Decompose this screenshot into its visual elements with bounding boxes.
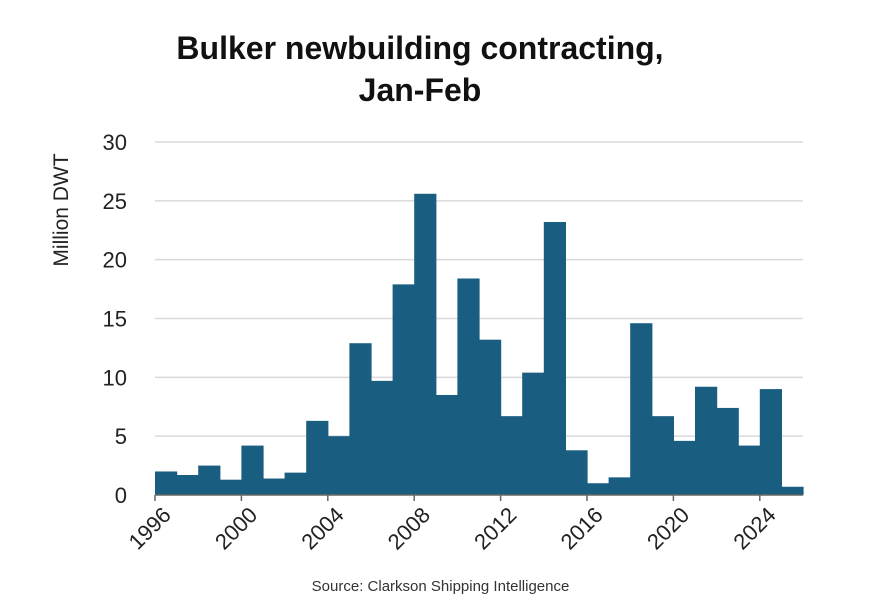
y-axis-label: Million DWT — [50, 153, 73, 266]
bar-2020 — [673, 440, 696, 495]
x-tick-label: 2000 — [210, 502, 262, 554]
bar-2023 — [738, 445, 761, 495]
bars — [155, 193, 804, 495]
bar-2008 — [414, 193, 437, 495]
bar-1999 — [219, 479, 242, 495]
x-tick-label: 2012 — [469, 502, 521, 554]
bar-2018 — [630, 323, 653, 495]
bar-2014 — [543, 222, 566, 495]
chart-title-line2: Jan-Feb — [358, 72, 482, 108]
bar-2010 — [457, 278, 480, 495]
bar-2004 — [327, 436, 350, 495]
bar-2007 — [392, 284, 415, 495]
chart-title-line1: Bulker newbuilding contracting, — [176, 30, 664, 66]
y-tick-label: 15 — [103, 307, 127, 332]
bar-2021 — [695, 386, 718, 495]
source-note: Source: Clarkson Shipping Intelligence — [311, 578, 570, 595]
bar-2025 — [781, 486, 804, 495]
y-tick-label: 25 — [103, 189, 127, 214]
bar-2015 — [565, 450, 588, 495]
y-tick-label: 0 — [115, 483, 127, 508]
bar-2024 — [759, 389, 782, 495]
bar-2003 — [306, 420, 329, 495]
bar-2013 — [522, 372, 545, 495]
x-tick-label: 2020 — [642, 502, 694, 554]
bar-1997 — [176, 475, 199, 495]
bar-2000 — [241, 445, 264, 495]
bar-2012 — [500, 416, 523, 495]
bar-2016 — [587, 483, 610, 495]
y-tick-label: 30 — [103, 130, 127, 155]
bar-2022 — [716, 407, 739, 495]
bar-2001 — [263, 478, 286, 495]
x-tick-label: 2024 — [728, 502, 780, 554]
x-tick-label: 1996 — [124, 502, 176, 554]
bar-2006 — [371, 380, 394, 495]
y-tick-labels: 0 5 10 15 20 25 30 — [103, 130, 127, 508]
x-tick-label: 2016 — [556, 502, 608, 554]
y-tick-label: 10 — [103, 365, 127, 390]
bar-2017 — [608, 477, 631, 495]
bar-2011 — [479, 339, 502, 495]
bar-2002 — [284, 472, 307, 495]
bar-1998 — [198, 465, 221, 495]
x-tick-label: 2004 — [296, 502, 348, 554]
bar-1996 — [155, 471, 178, 495]
bar-2019 — [651, 416, 674, 495]
y-tick-label: 5 — [115, 424, 127, 449]
y-tick-label: 20 — [103, 248, 127, 273]
x-tick-labels: 1996 2000 2004 2008 2012 2016 2020 2024 — [124, 495, 781, 554]
bar-2005 — [349, 343, 372, 495]
bar-2009 — [435, 394, 458, 495]
x-tick-label: 2008 — [383, 502, 435, 554]
